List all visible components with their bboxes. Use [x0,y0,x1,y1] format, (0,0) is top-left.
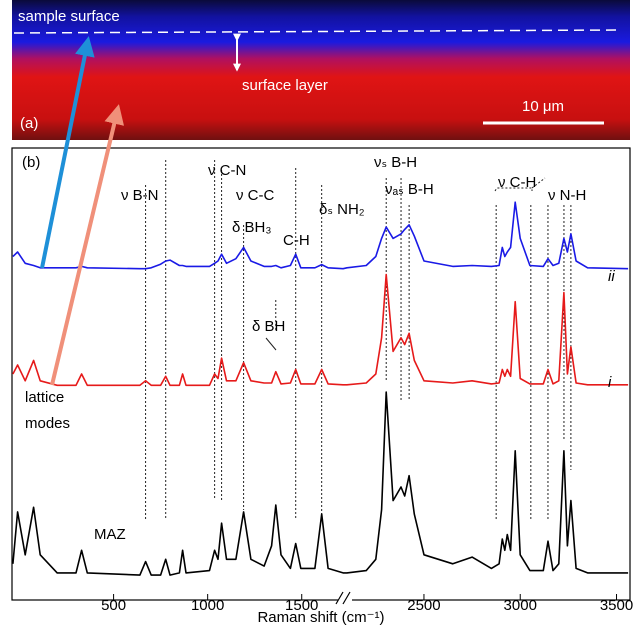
pointer-arrow [50,104,125,386]
x-tick-label: 2500 [407,597,440,614]
annotation: δ BH₃ [232,219,271,236]
annotation: ν C-C [236,187,274,204]
annotation: δ BH [252,318,285,335]
x-tick-label: 1000 [191,597,224,614]
legend-label: i [608,374,612,391]
annotation: νₐₛ B-H [385,181,434,198]
panel-label: (b) [22,154,40,171]
legend-label: ii [608,268,615,285]
annotation: ν C-N [208,162,246,179]
x-tick-label: 1500 [285,597,318,614]
pointer-arrow [40,36,95,269]
x-tick-label: 500 [101,597,126,614]
annotation: νₛ B-H [374,154,417,171]
spectrum [12,201,629,270]
axis-break [335,591,351,605]
annotation: ν N-H [548,187,586,204]
x-tick-label: 3000 [504,597,537,614]
leader [265,337,277,351]
x-tick-label: 3500 [600,597,633,614]
legend-label: MAZ [94,526,126,543]
spectrum [12,391,629,576]
annotation: ν C-H [498,174,536,191]
leader [494,177,546,192]
x-axis-label: Raman shift (cm⁻¹) [257,609,384,626]
annotation: lattice [25,389,64,406]
annotation: modes [25,415,70,432]
annotation: ν B-N [121,187,159,204]
panel-a: sample surface surface layer (a) 10 μm [12,0,630,140]
annotation: δₛ NH₂ [319,201,365,218]
plot-frame [11,147,631,601]
panel-label: (a) [20,115,38,132]
scale-label: 10 μm [522,98,564,115]
annotation: C-H [283,232,310,249]
layer-label: surface layer [242,77,328,94]
surface-label: sample surface [18,8,120,25]
spectrum [12,273,629,387]
surface-line [13,29,621,34]
